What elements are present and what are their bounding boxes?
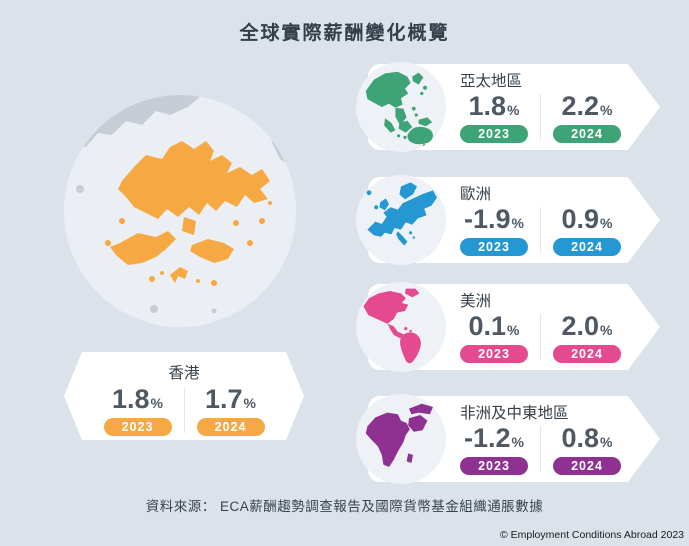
americas-label: 美洲	[460, 293, 492, 310]
asia-pacific-2024-value: 2.2%	[561, 91, 613, 121]
percent-sign: %	[507, 102, 520, 118]
year-badge-2023: 2023	[103, 417, 172, 436]
year-badge-2023: 2023	[460, 124, 528, 143]
americas-icon-circle	[356, 282, 446, 372]
copyright-text: © Employment Conditions Abroad 2023	[499, 529, 684, 541]
region-card-africa-middle-east: 非洲及中東地區 -1.2% 2023 0.8% 2024	[356, 394, 660, 484]
data-source-text: 資料來源： ECA薪酬趨勢調查報告及國際貨幣基金組織通脹數據	[145, 499, 544, 514]
hong-kong-2023-column: 1.8% 2023	[92, 384, 184, 436]
americas-map-icon	[363, 288, 421, 364]
percent-sign: %	[600, 215, 613, 231]
europe-icon-circle	[356, 175, 446, 265]
region-card-europe: 歐洲 -1.9% 2023 0.9% 2024	[356, 175, 660, 265]
percent-sign: %	[600, 434, 613, 450]
year-badge-2023: 2023	[460, 237, 528, 256]
region-card-asia-pacific: 亞太地區 1.8% 2023 2.2% 2024	[356, 62, 660, 152]
africa-middle-east-map-icon	[365, 403, 433, 467]
percent-sign: %	[600, 102, 613, 118]
year-badge-2024: 2024	[553, 456, 621, 475]
europe-label: 歐洲	[460, 186, 492, 203]
year-badge-2024: 2024	[553, 124, 621, 143]
africa-middle-east-2024-value: 0.8%	[561, 423, 613, 453]
percent-sign: %	[507, 322, 520, 338]
year-badge-2023: 2023	[460, 344, 528, 363]
column-divider	[540, 207, 541, 254]
column-divider	[540, 426, 541, 473]
year-badge-2024: 2024	[553, 237, 621, 256]
hong-kong-2023-value: 1.8%	[112, 384, 163, 414]
percent-sign: %	[600, 322, 613, 338]
asia-pacific-icon-circle	[356, 62, 446, 152]
hong-kong-label: 香港	[168, 365, 200, 382]
year-badge-2023: 2023	[460, 456, 528, 475]
americas-2023-value: 0.1%	[468, 311, 520, 341]
region-card-americas: 美洲 0.1% 2023 2.0% 2024	[356, 282, 660, 372]
column-divider	[540, 314, 541, 361]
year-badge-2024: 2024	[196, 417, 265, 436]
africa-middle-east-2023-value: -1.2%	[464, 423, 524, 453]
africa-middle-east-icon-circle	[356, 394, 446, 484]
europe-2023-value: -1.9%	[464, 204, 524, 234]
percent-sign: %	[511, 434, 524, 450]
percent-sign: %	[150, 395, 163, 411]
year-badge-2024: 2024	[553, 344, 621, 363]
asia-pacific-2023-value: 1.8%	[468, 91, 520, 121]
americas-content: 美洲 0.1% 2023 2.0% 2024	[448, 289, 648, 363]
europe-map-icon	[366, 182, 437, 246]
page-title: 全球實際薪酬變化概覽	[239, 23, 450, 44]
percent-sign: %	[511, 215, 524, 231]
hong-kong-map-icon	[64, 95, 296, 314]
hong-kong-card: 香港 1.8% 2023 1.7% 2024	[64, 352, 304, 440]
hong-kong-2024-value: 1.7%	[205, 384, 256, 414]
hong-kong-values: 1.8% 2023 1.7% 2024	[64, 384, 304, 436]
hong-kong-2024-column: 1.7% 2024	[185, 384, 277, 436]
europe-2024-value: 0.9%	[561, 204, 613, 234]
asia-pacific-label: 亞太地區	[460, 73, 523, 90]
africa-middle-east-content: 非洲及中東地區 -1.2% 2023 0.8% 2024	[448, 401, 648, 475]
europe-content: 歐洲 -1.9% 2023 0.9% 2024	[448, 182, 648, 256]
asia-pacific-content: 亞太地區 1.8% 2023 2.2% 2024	[448, 69, 648, 143]
americas-2024-value: 2.0%	[561, 311, 613, 341]
hong-kong-territory-shape	[105, 141, 272, 286]
column-divider	[540, 94, 541, 141]
hong-kong-map-circle	[64, 95, 296, 327]
asia-pacific-map-icon	[365, 71, 439, 147]
africa-middle-east-label: 非洲及中東地區	[460, 405, 569, 422]
percent-sign: %	[243, 395, 256, 411]
column-divider	[183, 387, 185, 434]
